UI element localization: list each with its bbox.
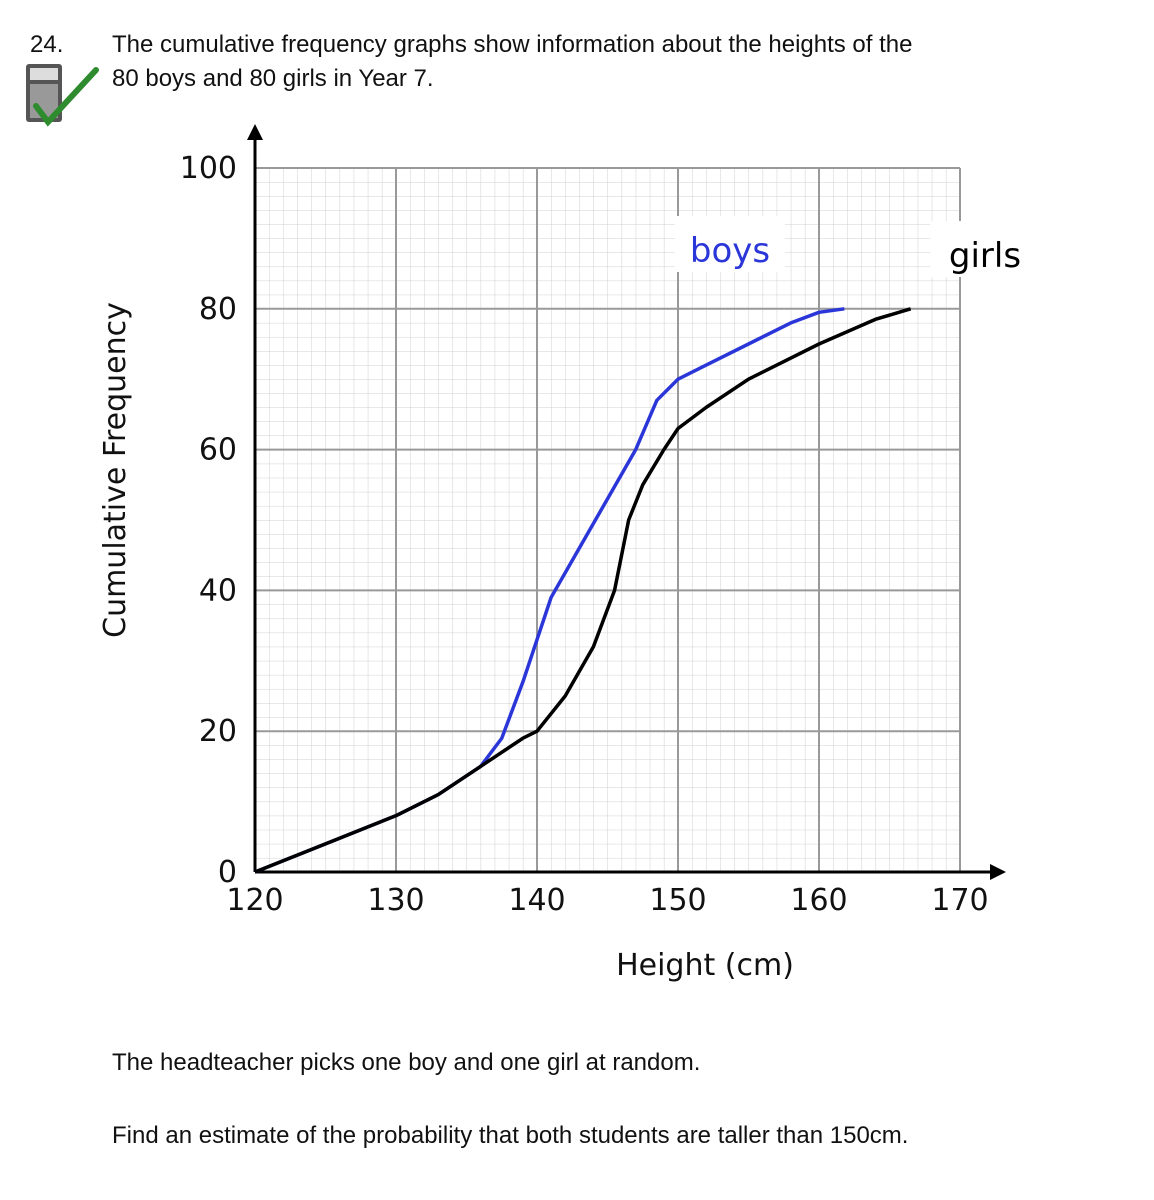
axes <box>253 128 1000 874</box>
series-label: girls <box>949 236 1021 276</box>
y-axis-label: Cumulative Frequency <box>98 302 133 638</box>
y-tick-label: 0 <box>218 855 237 890</box>
minor-grid <box>255 168 960 872</box>
series-line <box>254 307 912 874</box>
question-text: The cumulative frequency graphs show inf… <box>112 31 912 58</box>
footer-text: The headteacher picks one boy and one gi… <box>112 1049 700 1076</box>
label-background <box>930 221 1040 277</box>
chart: 120 130 140 150 160 170 0 20 40 60 80 100 Height (cm… <box>98 124 1040 983</box>
x-axis-label: Height (cm) <box>616 948 794 983</box>
footer-text: Find an estimate of the probability that… <box>112 1122 908 1149</box>
y-tick-label: 60 <box>199 433 237 468</box>
x-tick-label: 120 <box>226 883 283 918</box>
label-background <box>675 216 785 272</box>
y-tick-label: 100 <box>180 151 237 186</box>
y-tick-label: 40 <box>199 573 237 608</box>
x-tick-label: 150 <box>649 883 706 918</box>
x-tick-label: 140 <box>508 883 565 918</box>
calculator-icon <box>26 64 99 127</box>
question-number: 24. <box>30 31 63 58</box>
y-tick-label: 80 <box>199 292 237 327</box>
x-tick-label: 160 <box>790 883 847 918</box>
series-label: boys <box>690 231 770 271</box>
x-tick-label: 130 <box>367 883 424 918</box>
question-text: 80 boys and 80 girls in Year 7. <box>112 65 434 92</box>
y-tick-label: 20 <box>199 714 237 749</box>
x-tick-label: 170 <box>931 883 988 918</box>
